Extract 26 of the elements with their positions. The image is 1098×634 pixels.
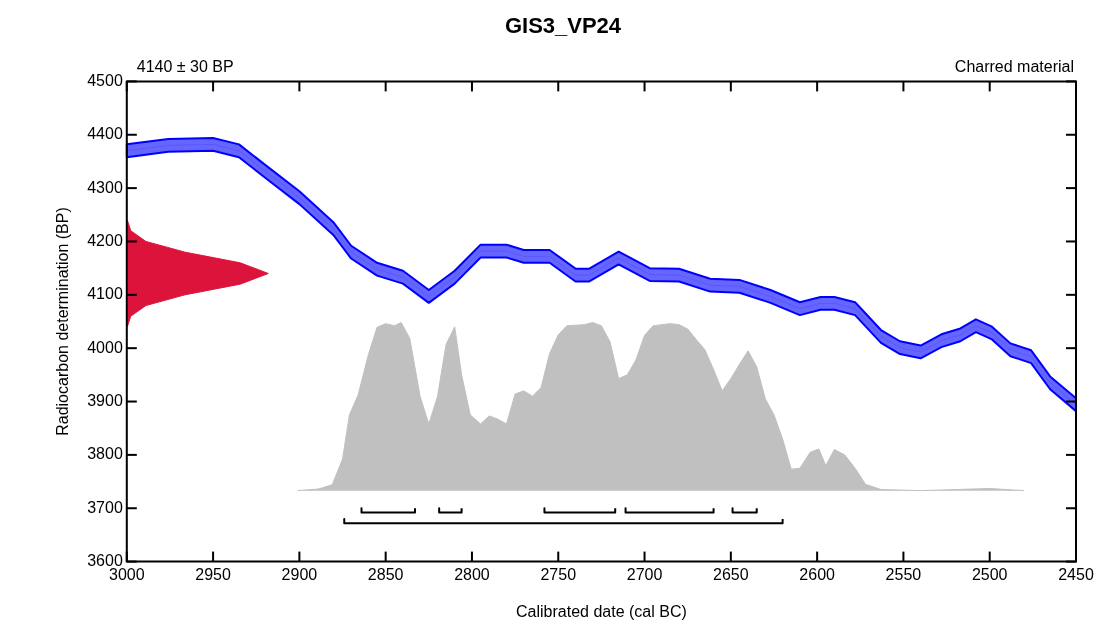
text: 4140 ± 30 BP: [136, 57, 234, 75]
y-tick-label: 3800: [87, 445, 123, 463]
x-tick-label: 2950: [195, 565, 231, 583]
y-axis-title: Radiocarbon determination (BP): [54, 207, 72, 436]
y-tick-label: 4200: [87, 231, 123, 249]
x-tick-label: 2450: [1058, 565, 1094, 583]
y-tick-label: 4300: [87, 178, 123, 196]
y-tick-label: 3700: [87, 498, 123, 516]
x-tick-label: 2600: [799, 565, 836, 583]
chart-title: GIS3_VP24: [504, 13, 622, 39]
y-tick-label: 4500: [87, 71, 123, 89]
text: Charred material: [954, 57, 1074, 75]
x-tick-label: 2850: [367, 565, 404, 583]
x-tick-label: 2550: [885, 565, 922, 583]
x-axis-title: Calibrated date (cal BC): [516, 602, 687, 620]
y-tick-label: 3900: [87, 391, 123, 409]
x-tick-label: 2500: [971, 565, 1008, 583]
x-tick-label: 2900: [281, 565, 318, 583]
y-tick-label: 4100: [87, 285, 123, 303]
x-tick-label: 3000: [109, 565, 145, 583]
y-tick-label: 4400: [87, 125, 123, 143]
x-tick-label: 2750: [540, 565, 577, 583]
x-tick-label: 2700: [626, 565, 663, 583]
y-tick-label: 4000: [87, 338, 123, 356]
x-tick-label: 2800: [454, 565, 490, 583]
x-tick-label: 2650: [713, 565, 749, 583]
